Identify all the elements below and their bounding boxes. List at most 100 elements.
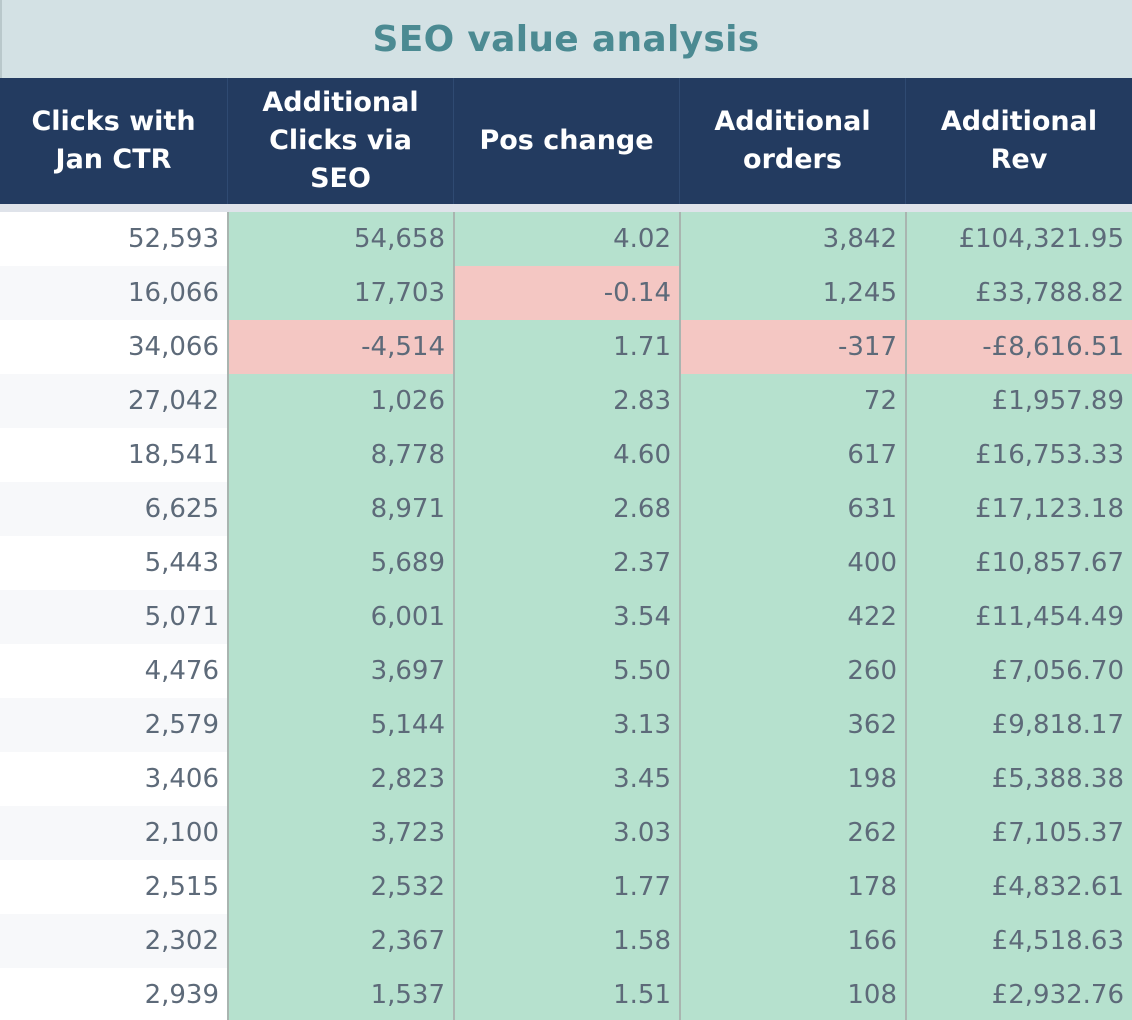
cell-additional-rev[interactable]: £16,753.33 bbox=[905, 428, 1132, 482]
cell-additional-orders[interactable]: 400 bbox=[679, 536, 905, 590]
cell-additional-rev[interactable]: £1,957.89 bbox=[905, 374, 1132, 428]
cell-pos-change[interactable]: 3.54 bbox=[453, 590, 679, 644]
column-header-line: Clicks via bbox=[269, 125, 412, 156]
cell-additional-clicks[interactable]: 3,697 bbox=[227, 644, 453, 698]
cell-clicks-jan-ctr[interactable]: 2,939 bbox=[0, 968, 227, 1020]
cell-clicks-jan-ctr[interactable]: 5,443 bbox=[0, 536, 227, 590]
table-row: 5,071 6,001 3.54 422 £11,454.49 bbox=[0, 590, 1132, 644]
cell-additional-rev[interactable]: £9,818.17 bbox=[905, 698, 1132, 752]
cell-clicks-jan-ctr[interactable]: 2,579 bbox=[0, 698, 227, 752]
cell-clicks-jan-ctr[interactable]: 52,593 bbox=[0, 212, 227, 266]
cell-additional-orders[interactable]: 3,842 bbox=[679, 212, 905, 266]
column-header-line: Additional bbox=[714, 106, 871, 137]
column-header-line: Jan CTR bbox=[55, 144, 172, 175]
cell-pos-change[interactable]: 3.03 bbox=[453, 806, 679, 860]
table-row: 5,443 5,689 2.37 400 £10,857.67 bbox=[0, 536, 1132, 590]
cell-pos-change[interactable]: 4.02 bbox=[453, 212, 679, 266]
cell-additional-clicks[interactable]: 8,971 bbox=[227, 482, 453, 536]
cell-clicks-jan-ctr[interactable]: 18,541 bbox=[0, 428, 227, 482]
cell-clicks-jan-ctr[interactable]: 2,100 bbox=[0, 806, 227, 860]
cell-pos-change[interactable]: 2.37 bbox=[453, 536, 679, 590]
table-row: 2,579 5,144 3.13 362 £9,818.17 bbox=[0, 698, 1132, 752]
cell-additional-clicks[interactable]: 2,367 bbox=[227, 914, 453, 968]
cell-pos-change[interactable]: 1.51 bbox=[453, 968, 679, 1020]
cell-additional-clicks[interactable]: 2,532 bbox=[227, 860, 453, 914]
cell-additional-rev[interactable]: £2,932.76 bbox=[905, 968, 1132, 1020]
cell-additional-orders[interactable]: 362 bbox=[679, 698, 905, 752]
cell-additional-rev[interactable]: £17,123.18 bbox=[905, 482, 1132, 536]
table-row: 52,593 54,658 4.02 3,842 £104,321.95 bbox=[0, 212, 1132, 266]
cell-additional-rev[interactable]: £4,832.61 bbox=[905, 860, 1132, 914]
table-row: 2,302 2,367 1.58 166 £4,518.63 bbox=[0, 914, 1132, 968]
cell-clicks-jan-ctr[interactable]: 34,066 bbox=[0, 320, 227, 374]
cell-clicks-jan-ctr[interactable]: 2,302 bbox=[0, 914, 227, 968]
cell-additional-rev[interactable]: £7,056.70 bbox=[905, 644, 1132, 698]
cell-additional-clicks[interactable]: 54,658 bbox=[227, 212, 453, 266]
cell-additional-orders[interactable]: 260 bbox=[679, 644, 905, 698]
cell-clicks-jan-ctr[interactable]: 5,071 bbox=[0, 590, 227, 644]
cell-additional-orders[interactable]: 178 bbox=[679, 860, 905, 914]
cell-clicks-jan-ctr[interactable]: 4,476 bbox=[0, 644, 227, 698]
cell-additional-clicks[interactable]: 8,778 bbox=[227, 428, 453, 482]
cell-additional-clicks[interactable]: 1,537 bbox=[227, 968, 453, 1020]
cell-additional-orders[interactable]: 262 bbox=[679, 806, 905, 860]
table-body: 52,593 54,658 4.02 3,842 £104,321.95 16,066 17… bbox=[0, 212, 1132, 1020]
table-row: 4,476 3,697 5.50 260 £7,056.70 bbox=[0, 644, 1132, 698]
cell-additional-clicks[interactable]: 1,026 bbox=[227, 374, 453, 428]
table-row: 2,939 1,537 1.51 108 £2,932.76 bbox=[0, 968, 1132, 1020]
cell-additional-rev[interactable]: £33,788.82 bbox=[905, 266, 1132, 320]
cell-additional-clicks[interactable]: 3,723 bbox=[227, 806, 453, 860]
cell-additional-orders[interactable]: -317 bbox=[679, 320, 905, 374]
cell-additional-orders[interactable]: 166 bbox=[679, 914, 905, 968]
column-header-additional-clicks[interactable]: Additional Clicks via SEO bbox=[227, 78, 453, 204]
cell-pos-change[interactable]: 3.13 bbox=[453, 698, 679, 752]
cell-pos-change[interactable]: 3.45 bbox=[453, 752, 679, 806]
column-header-line: SEO bbox=[310, 163, 371, 194]
cell-additional-clicks[interactable]: 6,001 bbox=[227, 590, 453, 644]
cell-additional-clicks[interactable]: 5,144 bbox=[227, 698, 453, 752]
cell-additional-rev[interactable]: £104,321.95 bbox=[905, 212, 1132, 266]
cell-pos-change[interactable]: 1.58 bbox=[453, 914, 679, 968]
cell-additional-clicks[interactable]: -4,514 bbox=[227, 320, 453, 374]
cell-additional-rev[interactable]: £5,388.38 bbox=[905, 752, 1132, 806]
table-row: 18,541 8,778 4.60 617 £16,753.33 bbox=[0, 428, 1132, 482]
cell-additional-rev[interactable]: £10,857.67 bbox=[905, 536, 1132, 590]
cell-additional-orders[interactable]: 422 bbox=[679, 590, 905, 644]
cell-additional-orders[interactable]: 1,245 bbox=[679, 266, 905, 320]
cell-pos-change[interactable]: 1.77 bbox=[453, 860, 679, 914]
column-header-additional-rev[interactable]: Additional Rev bbox=[905, 78, 1132, 204]
cell-additional-orders[interactable]: 631 bbox=[679, 482, 905, 536]
table-row: 2,515 2,532 1.77 178 £4,832.61 bbox=[0, 860, 1132, 914]
cell-clicks-jan-ctr[interactable]: 6,625 bbox=[0, 482, 227, 536]
cell-additional-rev[interactable]: £4,518.63 bbox=[905, 914, 1132, 968]
column-header-additional-orders[interactable]: Additional orders bbox=[679, 78, 905, 204]
cell-additional-clicks[interactable]: 2,823 bbox=[227, 752, 453, 806]
cell-additional-orders[interactable]: 108 bbox=[679, 968, 905, 1020]
cell-additional-rev[interactable]: -£8,616.51 bbox=[905, 320, 1132, 374]
header-row: Clicks with Jan CTR Additional Clicks vi… bbox=[0, 78, 1132, 204]
column-header-line: Additional bbox=[940, 106, 1098, 137]
cell-pos-change[interactable]: 2.83 bbox=[453, 374, 679, 428]
cell-additional-rev[interactable]: £11,454.49 bbox=[905, 590, 1132, 644]
cell-pos-change[interactable]: 4.60 bbox=[453, 428, 679, 482]
cell-pos-change[interactable]: 5.50 bbox=[453, 644, 679, 698]
column-header-clicks-jan-ctr[interactable]: Clicks with Jan CTR bbox=[0, 78, 227, 204]
cell-additional-rev[interactable]: £7,105.37 bbox=[905, 806, 1132, 860]
cell-pos-change[interactable]: 1.71 bbox=[453, 320, 679, 374]
cell-additional-clicks[interactable]: 5,689 bbox=[227, 536, 453, 590]
cell-additional-clicks[interactable]: 17,703 bbox=[227, 266, 453, 320]
cell-clicks-jan-ctr[interactable]: 27,042 bbox=[0, 374, 227, 428]
cell-clicks-jan-ctr[interactable]: 3,406 bbox=[0, 752, 227, 806]
column-header-line: Additional bbox=[262, 87, 419, 118]
cell-additional-orders[interactable]: 198 bbox=[679, 752, 905, 806]
cell-additional-orders[interactable]: 72 bbox=[679, 374, 905, 428]
cell-clicks-jan-ctr[interactable]: 2,515 bbox=[0, 860, 227, 914]
column-header-pos-change[interactable]: Pos change bbox=[453, 78, 679, 204]
cell-clicks-jan-ctr[interactable]: 16,066 bbox=[0, 266, 227, 320]
column-header-line: orders bbox=[743, 144, 842, 175]
cell-pos-change[interactable]: 2.68 bbox=[453, 482, 679, 536]
cell-pos-change[interactable]: -0.14 bbox=[453, 266, 679, 320]
table-title: SEO value analysis bbox=[372, 19, 760, 60]
table-row: 6,625 8,971 2.68 631 £17,123.18 bbox=[0, 482, 1132, 536]
cell-additional-orders[interactable]: 617 bbox=[679, 428, 905, 482]
